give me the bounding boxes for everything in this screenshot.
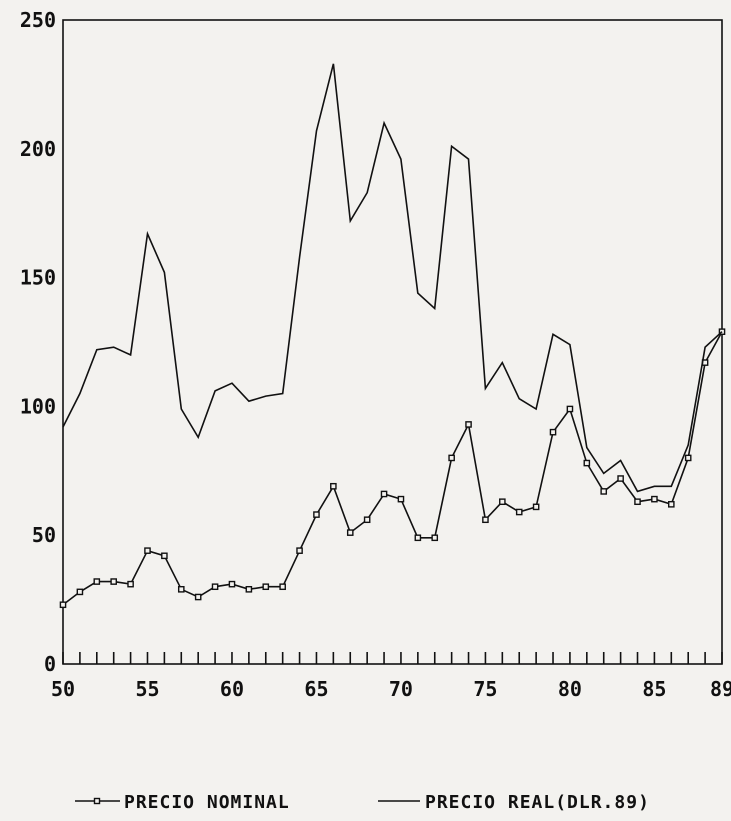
data-point-nominal [363,516,371,524]
y-axis-labels: 0 50 100 150 200 250 [20,8,56,676]
legend-marker-nominal [93,797,101,805]
data-point-nominal [296,547,303,554]
data-point-nominal [448,454,455,462]
plot-frame [62,19,723,665]
x-tick-label: 80 [558,677,582,701]
data-point-nominal [600,488,608,495]
data-point-nominal [177,585,185,593]
data-point-nominal [718,328,726,335]
data-point-nominal [532,503,540,511]
data-point-nominal [414,534,422,542]
y-tick-label: 100 [20,394,56,418]
x-tick-label: 65 [304,677,328,701]
data-point-nominal [583,459,591,467]
data-point-nominal [482,516,489,524]
data-point-nominal [499,498,506,506]
legend-item-real: PRECIO REAL(DLR.89) [378,792,650,813]
data-point-nominal [279,583,286,591]
data-point-nominal [617,475,624,482]
x-axis-labels: 50 55 60 65 70 75 80 85 89 [51,677,731,701]
y-tick-label: 50 [32,523,56,547]
data-point-nominal [515,508,523,516]
data-point-nominal [397,495,405,503]
data-point-nominal [127,580,134,588]
data-point-nominal [566,405,574,413]
data-point-nominal [313,511,320,518]
data-point-nominal [262,583,270,591]
x-tick-label: 89 [710,677,731,701]
x-tick-label: 75 [473,677,497,701]
x-tick-label: 60 [220,677,244,701]
y-tick-label: 200 [20,137,56,161]
data-point-nominal [684,454,692,462]
data-point-nominal [431,534,439,542]
data-point-nominal [245,585,253,593]
data-point-nominal [161,552,168,560]
data-point-nominal [346,529,354,536]
series-line-real [62,63,723,493]
y-tick-label: 0 [44,652,56,676]
series-line-nominal [62,331,723,606]
data-point-nominal [465,421,472,428]
legend-item-nominal: PRECIO NOMINAL [75,792,290,813]
data-point-nominal [59,601,67,609]
legend-label-nominal: PRECIO NOMINAL [124,792,290,813]
data-point-nominal [228,580,236,588]
y-tick-label: 150 [20,266,56,290]
legend: PRECIO NOMINAL PRECIO REAL(DLR.89) [75,792,650,813]
data-point-nominal [211,583,219,591]
x-tick-label: 50 [51,677,75,701]
data-point-nominal [144,547,151,554]
data-point-nominal [634,498,641,506]
x-axis-ticks [62,652,723,664]
series-group [59,63,726,609]
x-tick-label: 85 [642,677,666,701]
y-tick-label: 250 [20,8,56,32]
data-point-nominal [76,588,84,596]
data-point-nominal [194,593,202,601]
data-point-nominal [380,490,388,498]
data-point-nominal [651,495,658,503]
x-tick-label: 70 [389,677,413,701]
data-point-nominal [668,500,675,508]
data-point-nominal [110,578,117,585]
data-point-nominal [330,482,337,490]
data-point-nominal [549,428,557,436]
x-tick-label: 55 [135,677,159,701]
data-point-nominal [93,578,101,585]
legend-label-real: PRECIO REAL(DLR.89) [425,792,650,813]
